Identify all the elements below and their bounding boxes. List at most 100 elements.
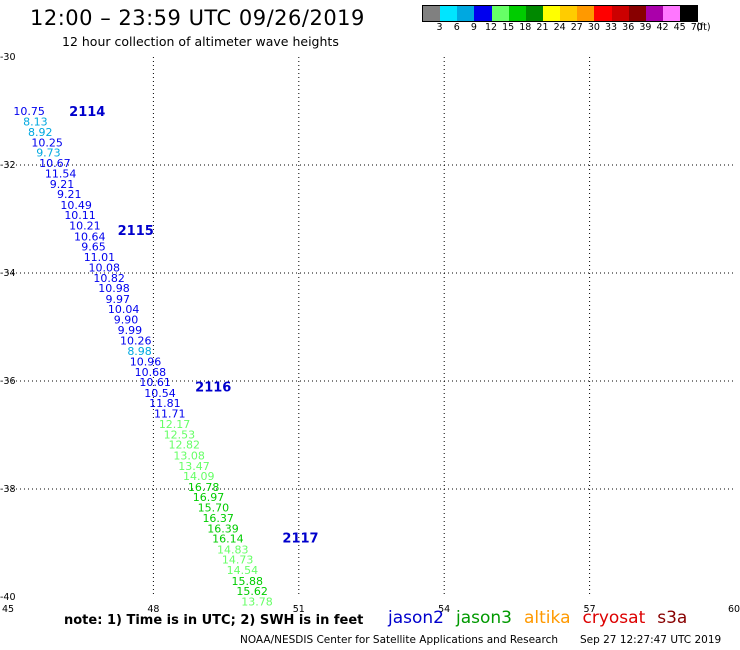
colorbar-label: 45: [673, 22, 686, 33]
observations-layer: 10.758.138.9210.259.7310.6711.549.219.21…: [13, 105, 272, 608]
generated-timestamp: Sep 27 12:27:47 UTC 2019: [580, 634, 722, 646]
latitude-tick-label: -32: [0, 160, 16, 171]
wave-height-observation: 9.99: [118, 324, 143, 337]
wave-height-colorbar: [422, 5, 699, 22]
colorbar-swatch: [508, 6, 526, 21]
wave-height-observation: 15.62: [236, 585, 268, 598]
pass-number-label: 2116: [195, 380, 231, 395]
wave-height-observation: 8.13: [23, 115, 48, 128]
wave-height-observation: 10.04: [108, 303, 140, 316]
longitude-tick-label: 57: [584, 604, 596, 615]
colorbar-swatch: [525, 6, 543, 21]
wave-height-observation: 10.54: [144, 387, 176, 400]
wave-height-observation: 13.78: [241, 595, 273, 608]
wave-height-observation: 10.08: [89, 262, 121, 275]
latitude-tick-label: -30: [0, 52, 16, 63]
longitude-tick-labels: 45 48 51 54 57 60: [2, 604, 740, 615]
wave-height-observation: 14.54: [227, 564, 259, 577]
colorbar-swatch: [474, 6, 492, 21]
colorbar-swatch: [423, 6, 441, 21]
wave-height-observation: 9.90: [114, 313, 138, 326]
wave-height-observation: 12.17: [159, 418, 191, 431]
wave-height-observation: 10.21: [69, 219, 101, 232]
pass-number-label: 2117: [282, 532, 318, 547]
wave-height-observation: 9.73: [36, 147, 61, 160]
page-title: 12:00 – 23:59 UTC 09/26/2019: [30, 6, 365, 30]
colorbar-label: 24: [553, 22, 566, 33]
colorbar-swatch: [645, 6, 663, 21]
colorbar-unit: (ft): [696, 22, 711, 33]
wave-height-observation: 8.92: [28, 126, 53, 139]
latitude-tick-labels: -30 -32 -34 -36 -38 -40: [0, 52, 16, 603]
legend-altika: altika: [524, 608, 571, 628]
colorbar-swatch: [491, 6, 509, 21]
wave-height-observation: 10.49: [60, 199, 92, 212]
wave-height-observation: 10.68: [135, 366, 167, 379]
longitude-tick-label: 48: [147, 604, 159, 615]
wave-height-observation: 14.09: [183, 470, 215, 483]
wave-height-observation: 11.81: [149, 397, 181, 410]
wave-height-observation: 9.21: [57, 188, 82, 201]
colorbar-swatch: [628, 6, 646, 21]
wave-height-observation: 10.26: [120, 335, 152, 348]
note-text: note: 1) Time is in UTC; 2) SWH is in fe…: [64, 613, 364, 628]
colorbar-label: 6: [453, 22, 460, 33]
latitude-tick-label: -36: [0, 376, 16, 387]
wave-height-observation: 10.67: [39, 157, 71, 170]
pass-number-label: 2114: [69, 105, 105, 120]
legend-jason2: jason2: [388, 608, 444, 628]
wave-height-observation: 16.39: [207, 522, 239, 535]
colorbar-label: 9: [470, 22, 477, 33]
colorbar-label: 30: [587, 22, 600, 33]
colorbar-swatch: [457, 6, 475, 21]
footer-credit: NOAA/NESDIS Center for Satellite Applica…: [240, 634, 558, 646]
wave-height-observation: 11.54: [45, 168, 77, 181]
wave-height-observation: 14.73: [222, 554, 254, 567]
colorbar-swatch: [662, 6, 681, 21]
colorbar-swatch: [577, 6, 595, 21]
longitude-tick-label: 54: [438, 604, 450, 615]
wave-height-observation: 10.25: [31, 136, 63, 149]
colorbar-label: 3: [436, 22, 443, 33]
colorbar-label: 42: [656, 22, 669, 33]
wave-height-observation: 10.75: [13, 105, 45, 118]
wave-height-observation: 16.14: [212, 533, 244, 546]
longitude-tick-label: 45: [2, 604, 14, 615]
colorbar-swatch: [594, 6, 612, 21]
longitude-tick-label: 51: [293, 604, 305, 615]
legend-jason3: jason3: [456, 608, 512, 628]
wave-height-observation: 10.11: [64, 209, 96, 222]
pass-number-label: 2115: [118, 224, 154, 239]
wave-height-observation: 8.98: [127, 345, 152, 358]
legend-s3a: s3a: [657, 608, 688, 628]
wave-height-observation: 15.70: [198, 501, 230, 514]
colorbar-label: 18: [519, 22, 532, 33]
colorbar-label: 12: [484, 22, 498, 33]
wave-height-observation: 13.47: [178, 460, 210, 473]
latitude-tick-label: -38: [0, 484, 16, 495]
latitude-tick-label: -40: [0, 592, 16, 603]
colorbar-swatch: [560, 6, 578, 21]
wave-height-observation: 12.53: [164, 428, 196, 441]
colorbar-label: 36: [622, 22, 635, 33]
pass-labels-layer: 2114 2115 2116 2117: [69, 105, 318, 547]
wave-height-observation: 11.01: [84, 251, 116, 264]
wave-height-observation: 16.78: [188, 481, 220, 494]
wave-height-observation: 10.98: [98, 282, 129, 295]
wave-height-observation: 10.64: [74, 230, 106, 243]
wave-height-observation: 16.97: [193, 491, 225, 504]
wave-height-observation: 9.97: [106, 293, 131, 306]
wave-height-observation: 9.21: [50, 178, 74, 191]
colorbar-swatch: [611, 6, 629, 21]
colorbar-label: 27: [570, 22, 583, 33]
colorbar-swatch: [542, 6, 561, 21]
colorbar-swatch: [440, 6, 458, 21]
wave-height-observation: 9.65: [81, 241, 106, 254]
colorbar-label: 39: [639, 22, 652, 33]
longitude-tick-label: 60: [728, 604, 740, 615]
colorbar-label: 15: [502, 22, 515, 33]
colorbar-label: 70: [690, 22, 703, 33]
wave-height-observation: 14.83: [217, 543, 249, 556]
satellite-legend: jason2 jason3 altika cryosat s3a: [388, 608, 699, 628]
